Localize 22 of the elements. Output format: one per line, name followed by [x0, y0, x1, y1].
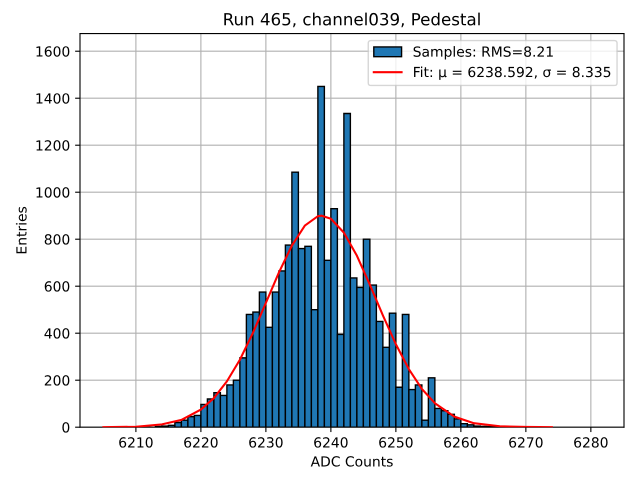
x-tick-label: 6210: [119, 437, 153, 448]
y-tick-label: 800: [44, 234, 70, 245]
x-tick-label: 6280: [574, 437, 608, 448]
x-tick-label: 6250: [379, 437, 413, 448]
x-axis-title: ADC Counts: [310, 456, 393, 467]
y-tick-label: 1200: [36, 140, 70, 151]
y-tick-label: 600: [44, 281, 70, 292]
x-tick-label: 6240: [314, 437, 348, 448]
y-tick-label: 400: [44, 328, 70, 339]
y-tick-label: 1600: [36, 46, 70, 57]
x-tick-label: 6260: [444, 437, 478, 448]
y-axis-title: Entries: [16, 206, 27, 254]
legend-label: Samples: RMS=8.21: [414, 46, 553, 60]
x-tick-label: 6220: [184, 437, 218, 448]
legend-label: Fit: μ = 6238.592, σ = 8.335: [414, 66, 610, 80]
chart-title: Run 465, channel039, Pedestal: [224, 12, 480, 28]
x-tick-label: 6270: [509, 437, 543, 448]
y-tick-label: 1400: [36, 93, 70, 104]
y-tick-label: 200: [44, 375, 70, 386]
y-tick-label: 1000: [36, 187, 70, 198]
y-tick-label: 0: [62, 422, 70, 433]
x-tick-label: 6230: [249, 437, 283, 448]
